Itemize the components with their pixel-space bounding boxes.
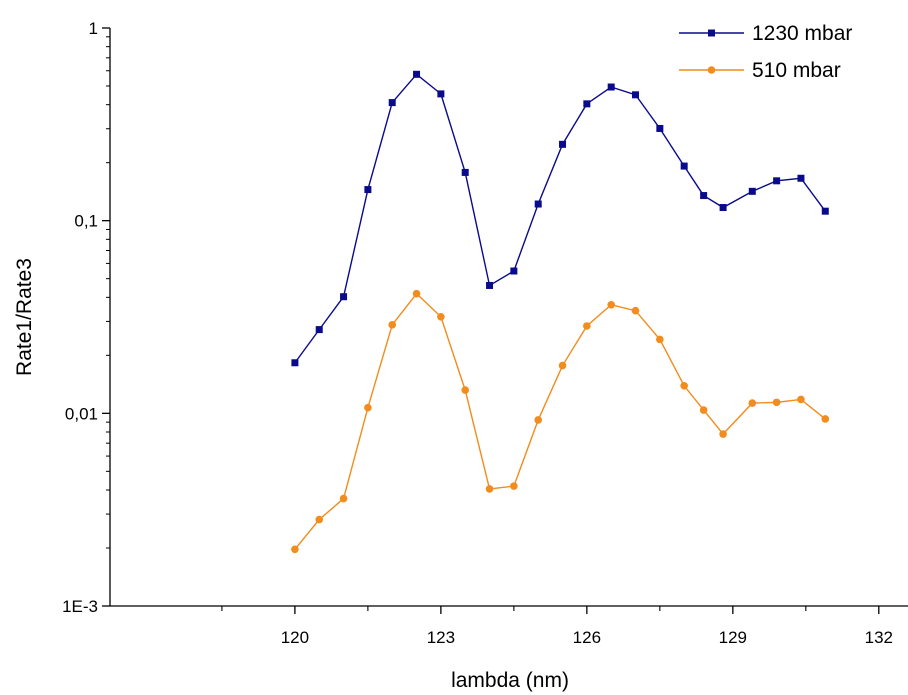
data-point <box>437 90 445 98</box>
data-point <box>388 99 396 107</box>
data-point <box>315 326 323 334</box>
data-point <box>821 415 830 423</box>
data-point <box>315 515 324 524</box>
axes: 120 123 126 129 132 1E-3 0,01 0,1 1 <box>62 19 908 647</box>
data-point <box>583 100 591 108</box>
data-point <box>583 322 591 330</box>
legend-marker <box>707 66 716 74</box>
data-point <box>680 381 688 390</box>
data-point <box>291 359 299 367</box>
data-point <box>534 200 542 208</box>
data-point <box>772 398 781 407</box>
data-point <box>632 91 640 99</box>
data-point <box>485 485 494 493</box>
data-point <box>748 187 756 195</box>
data-point <box>719 204 727 212</box>
x-tick-label: 126 <box>573 628 601 647</box>
data-point <box>607 300 615 309</box>
data-point <box>340 293 348 301</box>
y-tick-label: 0,1 <box>74 212 98 231</box>
data-point <box>413 70 421 78</box>
data-point <box>558 361 567 370</box>
data-point <box>699 406 708 414</box>
x-tick-label: 132 <box>865 628 893 647</box>
data-point <box>486 281 494 289</box>
data-point <box>364 186 372 194</box>
data-point <box>700 192 708 200</box>
data-point <box>680 162 688 170</box>
legend-label: 1230 mbar <box>752 22 852 45</box>
data-point <box>510 482 518 490</box>
data-point <box>388 321 397 329</box>
data-point <box>656 335 664 344</box>
data-point <box>461 386 470 394</box>
series-line <box>294 73 826 364</box>
data-point <box>510 267 518 275</box>
data-point <box>821 207 829 215</box>
data-point <box>291 545 299 554</box>
y-tick-label: 1E-3 <box>62 597 98 616</box>
legend-marker <box>708 29 715 37</box>
y-axis-label: Rate1/Rate3 <box>13 258 36 376</box>
data-point <box>339 494 348 503</box>
data-point <box>461 168 469 176</box>
series-layer <box>291 70 830 554</box>
data-point <box>631 306 640 315</box>
x-tick-label: 129 <box>719 628 747 647</box>
data-point <box>748 399 757 407</box>
x-axis-label: lambda (nm) <box>451 669 569 692</box>
data-point <box>437 312 445 321</box>
data-point <box>559 140 567 148</box>
data-point <box>412 289 421 298</box>
data-point <box>773 177 781 185</box>
data-point <box>719 430 727 438</box>
x-tick-label: 123 <box>427 628 455 647</box>
data-point <box>797 395 805 404</box>
y-tick-label: 1 <box>89 19 98 38</box>
data-point <box>534 416 542 424</box>
legend: 1230 mbar 510 mbar <box>679 22 852 82</box>
data-point <box>656 124 664 132</box>
data-point <box>364 403 372 412</box>
series-line <box>294 292 826 550</box>
legend-label: 510 mbar <box>752 59 841 82</box>
x-tick-label: 120 <box>281 628 309 647</box>
data-point <box>797 174 805 182</box>
y-tick-label: 0,01 <box>65 404 98 423</box>
data-point <box>607 83 615 91</box>
